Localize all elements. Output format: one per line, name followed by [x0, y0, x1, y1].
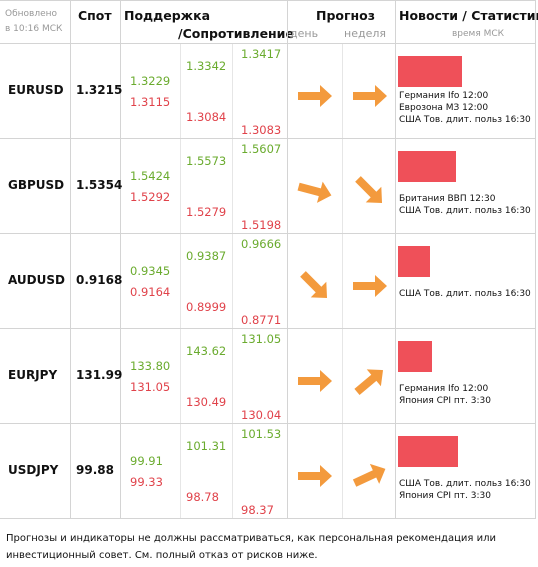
support-level: 1.3342	[186, 59, 227, 73]
row-line	[0, 328, 536, 329]
forecast-arrow	[295, 76, 335, 120]
support-level: 133.80	[130, 359, 171, 373]
spot: 131.99	[76, 368, 123, 382]
resistance-level: 99.33	[130, 475, 163, 489]
resistance-level: 1.3083	[241, 123, 282, 137]
row-line	[0, 233, 536, 234]
column-line	[395, 0, 396, 518]
support-level: 1.5607	[241, 142, 282, 156]
resistance-level: 1.3115	[130, 95, 171, 109]
resistance-level: 1.5198	[241, 218, 282, 232]
forecast-arrow	[350, 266, 390, 310]
resistance-level: 0.8771	[241, 313, 282, 327]
column-line	[180, 43, 181, 518]
row-line	[0, 43, 536, 44]
symbol: EURJPY	[8, 368, 58, 382]
column-line	[232, 43, 233, 518]
symbol: AUDUSD	[8, 273, 65, 287]
row-line	[0, 0, 536, 1]
forecast-header: Прогноз	[316, 8, 376, 23]
forecast-arrow	[295, 171, 335, 215]
forecast-arrow	[295, 361, 335, 405]
resistance-header: /Сопротивление	[178, 26, 294, 41]
support-level: 143.62	[186, 344, 227, 358]
resistance-level: 0.8999	[186, 300, 227, 314]
column-line	[70, 0, 71, 518]
support-level: 0.9666	[241, 237, 282, 251]
forecast-arrow	[295, 266, 335, 310]
importance-bar	[398, 246, 430, 277]
symbol: GBPUSD	[8, 178, 65, 192]
news-item: США Тов. длит. польз 16:30	[399, 479, 531, 489]
spot: 1.3215	[76, 83, 123, 97]
resistance-level: 98.37	[241, 503, 274, 517]
support-level: 101.53	[241, 427, 282, 441]
news-header: Новости / Статистика	[399, 8, 538, 23]
forecast-arrow	[350, 361, 390, 405]
news-item: Германия Ifo 12:00	[399, 384, 489, 394]
symbol: USDJPY	[8, 463, 59, 477]
resistance-level: 0.9164	[130, 285, 171, 299]
resistance-level: 1.5279	[186, 205, 227, 219]
spot: 99.88	[76, 463, 114, 477]
forecast-arrow	[350, 171, 390, 215]
row-line	[0, 518, 536, 519]
support-level: 0.9387	[186, 249, 227, 263]
week-header: неделя	[344, 27, 386, 40]
resistance-level: 1.5292	[130, 190, 171, 204]
news-item: США Тов. длит. польз 16:30	[399, 289, 531, 299]
column-line	[342, 43, 343, 518]
importance-bar	[398, 56, 462, 87]
row-line	[0, 138, 536, 139]
support-level: 0.9345	[130, 264, 171, 278]
support-level: 1.5424	[130, 169, 171, 183]
forecast-arrow	[350, 76, 390, 120]
news-item: США Тов. длит. польз 16:30	[399, 115, 531, 125]
support-header: Поддержка	[124, 8, 211, 23]
support-level: 99.91	[130, 454, 163, 468]
symbol: EURUSD	[8, 83, 64, 97]
forecast-arrow	[295, 456, 335, 500]
resistance-level: 98.78	[186, 490, 219, 504]
support-level: 1.3417	[241, 47, 282, 61]
news-item: Еврозона МЗ 12:00	[399, 103, 489, 113]
updated-line: Обновлено	[5, 9, 58, 19]
row-line	[0, 423, 536, 424]
support-level: 1.5573	[186, 154, 227, 168]
column-line	[287, 0, 288, 518]
importance-bar	[398, 341, 432, 372]
resistance-level: 130.04	[241, 408, 282, 422]
importance-bar	[398, 436, 458, 467]
updated-label: Обновлено в 10:16 МСК	[5, 7, 62, 37]
day-header: день	[290, 27, 319, 40]
resistance-level: 1.3084	[186, 110, 227, 124]
disclaimer: Прогнозы и индикаторы не должны рассматр…	[6, 533, 496, 561]
support-level: 101.31	[186, 439, 227, 453]
spot: 1.5354	[76, 178, 123, 192]
importance-bar	[398, 151, 456, 182]
forecast-arrow	[350, 456, 390, 500]
support-level: 1.3229	[130, 74, 171, 88]
news-item: Британия ВВП 12:30	[399, 194, 496, 204]
resistance-level: 131.05	[130, 380, 171, 394]
news-time: время МСК	[452, 29, 505, 39]
column-line	[120, 0, 121, 518]
resistance-level: 130.49	[186, 395, 227, 409]
updated-time: в 10:16 МСК	[5, 24, 63, 34]
spot: 0.9168	[76, 273, 123, 287]
news-item: Германия Ifo 12:00	[399, 91, 489, 101]
spot-header: Спот	[78, 8, 112, 23]
column-line	[535, 0, 536, 518]
support-level: 131.05	[241, 332, 282, 346]
news-item: Япония CPI пт. 3:30	[399, 491, 491, 501]
news-item: Япония CPI пт. 3:30	[399, 396, 491, 406]
news-item: США Тов. длит. польз 16:30	[399, 206, 531, 216]
